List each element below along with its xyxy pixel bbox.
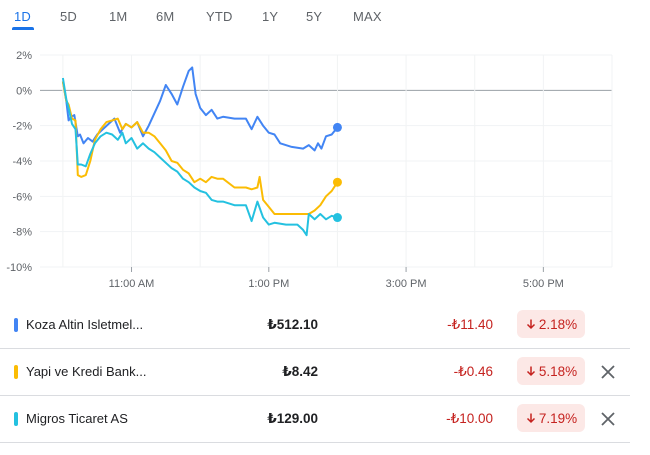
arrow-down-icon — [526, 366, 535, 377]
series-end-marker-3 — [332, 213, 342, 223]
percent-change-value: 7.19% — [538, 410, 578, 426]
x-axis: 11:00 AM 1:00 PM 3:00 PM 5:00 PM — [109, 267, 564, 290]
price-change: -₺0.46 — [453, 364, 493, 379]
y-tick-label: -2% — [12, 121, 32, 133]
series-end-marker-1 — [332, 122, 342, 132]
stock-row-koza[interactable]: Koza Altin Isletmel... ₺512.10 -₺11.40 2… — [0, 302, 630, 348]
series-color-swatch — [14, 318, 18, 332]
remove-comparison-icon[interactable] — [598, 362, 618, 382]
series-color-swatch — [14, 365, 18, 379]
stock-price: ₺129.00 — [267, 411, 318, 426]
x-tick-label: 11:00 AM — [109, 278, 155, 290]
tab-1y[interactable]: 1Y — [262, 9, 279, 24]
stock-name: Migros Ticaret AS — [26, 411, 128, 426]
percent-change-value: 2.18% — [538, 316, 578, 332]
range-tabs: 1D 5D 1M 6M YTD 1Y 5Y MAX — [0, 0, 650, 30]
y-axis: 2% 0% -2% -4% -6% -8% -10% — [6, 50, 32, 274]
tab-5y[interactable]: 5Y — [306, 9, 323, 24]
stock-name: Yapi ve Kredi Bank... — [26, 364, 147, 379]
tab-6m[interactable]: 6M — [156, 9, 175, 24]
tab-1m[interactable]: 1M — [109, 9, 128, 24]
x-tick-label: 5:00 PM — [523, 278, 564, 290]
series-line-2 — [61, 81, 339, 215]
stock-price: ₺512.10 — [267, 317, 318, 332]
stock-name: Koza Altin Isletmel... — [26, 317, 144, 332]
row-divider — [0, 395, 630, 396]
arrow-down-icon — [526, 413, 535, 424]
row-divider — [0, 348, 630, 349]
chart-series — [61, 66, 342, 237]
tab-max[interactable]: MAX — [353, 9, 382, 24]
y-tick-label: 2% — [16, 50, 32, 62]
percent-change-badge: 7.19% — [517, 404, 585, 432]
tab-1d[interactable]: 1D — [14, 9, 32, 24]
x-tick-label: 1:00 PM — [248, 278, 289, 290]
price-change: -₺10.00 — [446, 411, 493, 426]
y-tick-label: -4% — [12, 156, 32, 168]
y-tick-label: -8% — [12, 227, 32, 239]
remove-comparison-icon[interactable] — [598, 409, 618, 429]
tab-5d[interactable]: 5D — [60, 9, 78, 24]
percent-change-badge: 2.18% — [517, 310, 585, 338]
series-line-3 — [61, 77, 338, 237]
percent-change-value: 5.18% — [538, 363, 578, 379]
stock-row-yapi-kredi[interactable]: Yapi ve Kredi Bank... ₺8.42 -₺0.46 5.18% — [0, 349, 630, 395]
comparison-line-chart[interactable]: 2% 0% -2% -4% -6% -8% -10% 11:00 AM 1:00 PM 3:00… — [0, 38, 650, 300]
series-color-swatch — [14, 412, 18, 426]
row-divider — [0, 442, 630, 443]
series-line-1 — [61, 66, 339, 152]
arrow-down-icon — [526, 319, 535, 330]
active-tab-indicator — [12, 27, 34, 30]
y-tick-label: 0% — [16, 85, 32, 97]
price-change: -₺11.40 — [447, 317, 493, 332]
stock-price: ₺8.42 — [282, 364, 318, 379]
series-end-marker-2 — [332, 177, 342, 187]
x-tick-label: 3:00 PM — [386, 278, 427, 290]
percent-change-badge: 5.18% — [517, 357, 585, 385]
y-tick-label: -6% — [12, 191, 32, 203]
y-tick-label: -10% — [6, 262, 32, 274]
tab-ytd[interactable]: YTD — [206, 9, 233, 24]
chart-grid — [40, 54, 613, 268]
stock-row-migros[interactable]: Migros Ticaret AS ₺129.00 -₺10.00 7.19% — [0, 396, 630, 442]
